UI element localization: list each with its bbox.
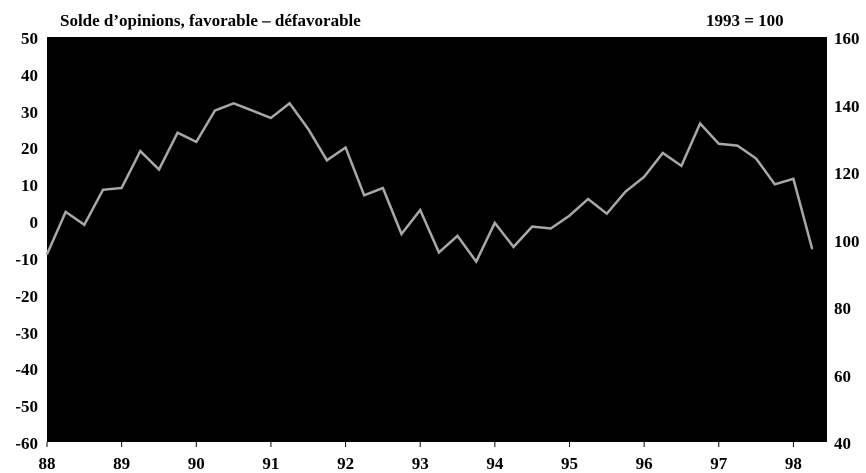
x-tick-label: 98 xyxy=(784,454,802,473)
data-point xyxy=(493,222,496,224)
data-point xyxy=(158,168,160,171)
y-left-tick-label: -50 xyxy=(15,397,38,417)
series-line xyxy=(45,101,814,265)
data-point xyxy=(288,102,291,105)
data-point xyxy=(661,152,664,154)
data-point xyxy=(811,247,813,250)
x-tick-label: 96 xyxy=(635,454,653,473)
y-right-tick-label: 60 xyxy=(834,366,851,386)
data-point xyxy=(755,157,757,160)
data-point xyxy=(307,128,310,130)
data-point xyxy=(232,102,235,105)
data-point xyxy=(176,131,179,134)
y-left-tick-label: 10 xyxy=(21,176,38,196)
y-right-tick-label: 140 xyxy=(834,96,860,116)
data-point xyxy=(736,144,739,147)
data-point xyxy=(363,194,366,197)
y-right-tick-label: 40 xyxy=(834,434,851,453)
x-tick-label: 97 xyxy=(710,454,728,473)
y-left-tick-label: -30 xyxy=(15,323,38,343)
y-left-tick-label: 50 xyxy=(21,29,38,48)
data-point xyxy=(512,246,515,248)
y-left-tick-label: 0 xyxy=(29,213,39,233)
base-year-note: 1993 = 100 xyxy=(706,11,784,30)
data-point xyxy=(475,260,478,263)
y-left-tick-label: -10 xyxy=(15,249,38,269)
data-point xyxy=(382,187,384,189)
x-tick-marks xyxy=(46,442,794,447)
x-tick-label: 94 xyxy=(486,454,504,473)
y-left-tick-label: -60 xyxy=(15,434,38,453)
y-left-tick-label: 20 xyxy=(21,139,38,159)
data-point xyxy=(400,233,403,235)
data-point xyxy=(773,183,776,186)
data-point xyxy=(195,141,198,143)
x-tick-label: 95 xyxy=(560,454,578,473)
data-point xyxy=(214,109,216,112)
y-left-tick-label: -40 xyxy=(15,360,38,380)
data-point xyxy=(120,187,123,189)
data-point xyxy=(549,227,552,230)
y-left-tick-label: 30 xyxy=(21,102,38,122)
data-point xyxy=(438,251,440,254)
data-point xyxy=(270,117,272,119)
data-point xyxy=(624,190,627,193)
data-point xyxy=(531,225,534,228)
x-tick-label: 91 xyxy=(262,454,280,473)
data-point xyxy=(605,212,608,215)
data-point xyxy=(568,214,571,217)
y-right-tick-label: 120 xyxy=(834,164,860,183)
data-point xyxy=(419,209,422,211)
data-point xyxy=(102,188,104,191)
data-point xyxy=(699,122,701,125)
data-point xyxy=(717,142,720,145)
y-right-tick-label: 80 xyxy=(834,299,851,318)
data-point xyxy=(83,223,86,226)
data-point xyxy=(251,109,254,112)
series-layer xyxy=(45,101,814,265)
y-right-tick-label: 160 xyxy=(834,29,860,48)
data-point xyxy=(64,211,67,213)
data-point xyxy=(587,198,589,200)
y-left-tick-label: 40 xyxy=(21,65,38,85)
x-tick-label: 88 xyxy=(38,454,56,473)
y-left-tick-label: -20 xyxy=(15,286,38,306)
data-point xyxy=(643,176,645,178)
data-point xyxy=(680,165,683,167)
y-right-tick-label: 100 xyxy=(834,231,860,251)
data-point xyxy=(792,177,795,180)
data-point xyxy=(456,234,459,237)
data-point xyxy=(139,150,142,153)
data-point xyxy=(326,159,328,162)
x-tick-label: 89 xyxy=(113,454,131,473)
data-point xyxy=(344,146,347,149)
x-tick-label: 90 xyxy=(187,454,205,473)
chart-title: Solde d’opinions, favorable – défavorabl… xyxy=(60,11,361,30)
data-point xyxy=(46,253,48,256)
x-tick-label: 92 xyxy=(337,454,355,473)
plot-background xyxy=(47,37,827,442)
x-tick-label: 93 xyxy=(411,454,429,473)
